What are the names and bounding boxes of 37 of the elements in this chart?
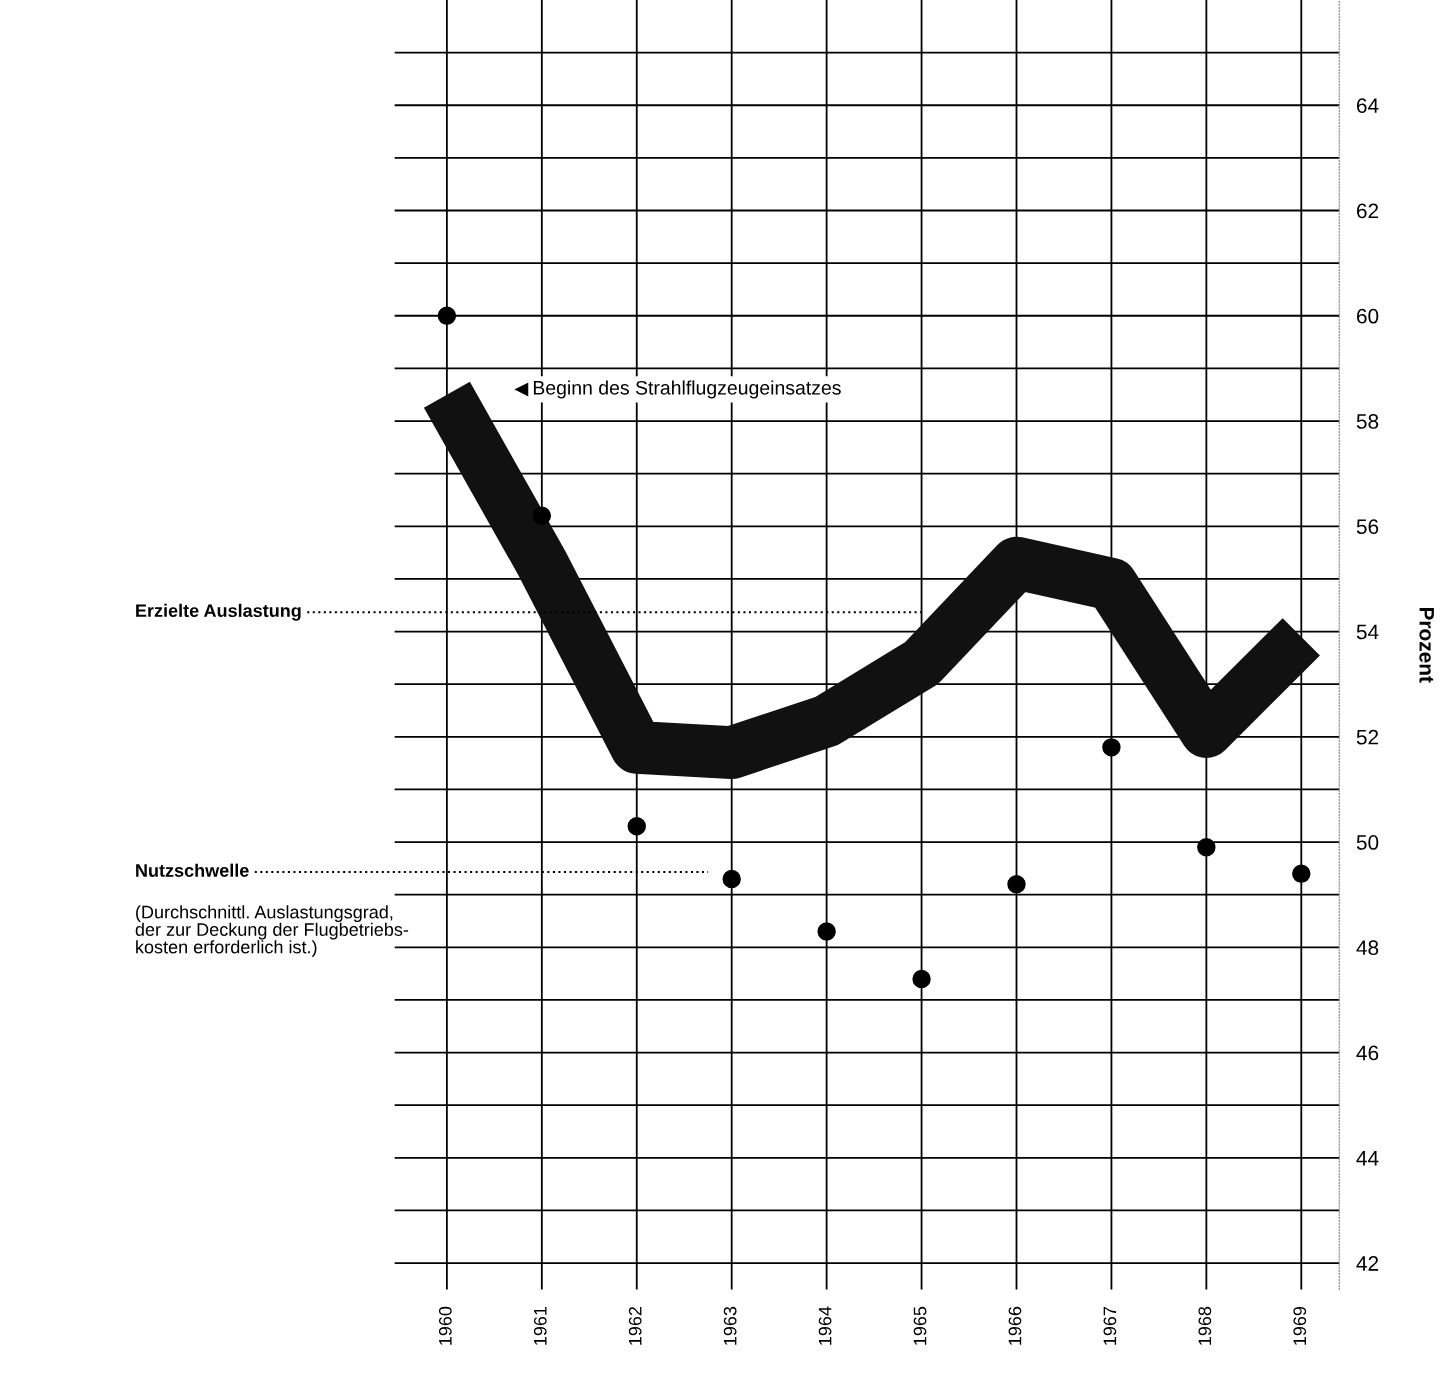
y-tick-label: 64 xyxy=(1357,98,1379,114)
x-tick-label: 1962 xyxy=(628,1306,642,1345)
y-tick-label: 56 xyxy=(1356,519,1379,535)
x-tick-label: 1965 xyxy=(913,1306,927,1345)
text: Nutzschwelle xyxy=(136,863,249,877)
x-tick-label: 1966 xyxy=(1008,1306,1022,1345)
x-tick-label: 1963 xyxy=(723,1306,737,1345)
y-tick-label: 54 xyxy=(1356,624,1379,640)
y-tick-label: 46 xyxy=(1356,1045,1379,1061)
x-tick-label: 1960 xyxy=(438,1306,452,1345)
point xyxy=(437,306,457,325)
y-tick-label: 42 xyxy=(1356,1256,1379,1271)
point xyxy=(1197,838,1216,857)
point xyxy=(1292,864,1311,883)
x-tick-label: 1968 xyxy=(1198,1306,1212,1345)
y-tick-label: 60 xyxy=(1357,308,1379,324)
x-tick-label: 1961 xyxy=(533,1306,547,1345)
point xyxy=(627,817,646,836)
point xyxy=(532,506,552,525)
y-tick-label: 58 xyxy=(1356,414,1379,429)
point xyxy=(817,922,836,941)
annotation: (Durchschnittl. Auslastungsgrad, der zur Deckung der Flugbetriebs- kosten erforderlich ist.) xyxy=(135,905,409,957)
point xyxy=(722,869,741,889)
y-tick-label: 62 xyxy=(1357,203,1379,219)
annotation: Beginn des Strahlflugzeugeinsatzes xyxy=(533,380,841,399)
point xyxy=(1007,874,1026,894)
y-tick-label: 52 xyxy=(1356,729,1379,745)
x-tick-label: 1964 xyxy=(818,1306,832,1345)
y-tick-label: 44 xyxy=(1356,1151,1379,1166)
y-tick-label: 50 xyxy=(1356,835,1379,850)
x-tick-label: 1967 xyxy=(1103,1306,1117,1345)
y-tick-label: 48 xyxy=(1356,940,1379,956)
point xyxy=(1102,738,1121,757)
y-axis-title: Prozent xyxy=(1419,607,1434,683)
text: Erzielte Auslastung xyxy=(136,603,301,621)
point xyxy=(912,969,931,989)
x-tick-label: 1969 xyxy=(1293,1306,1307,1345)
